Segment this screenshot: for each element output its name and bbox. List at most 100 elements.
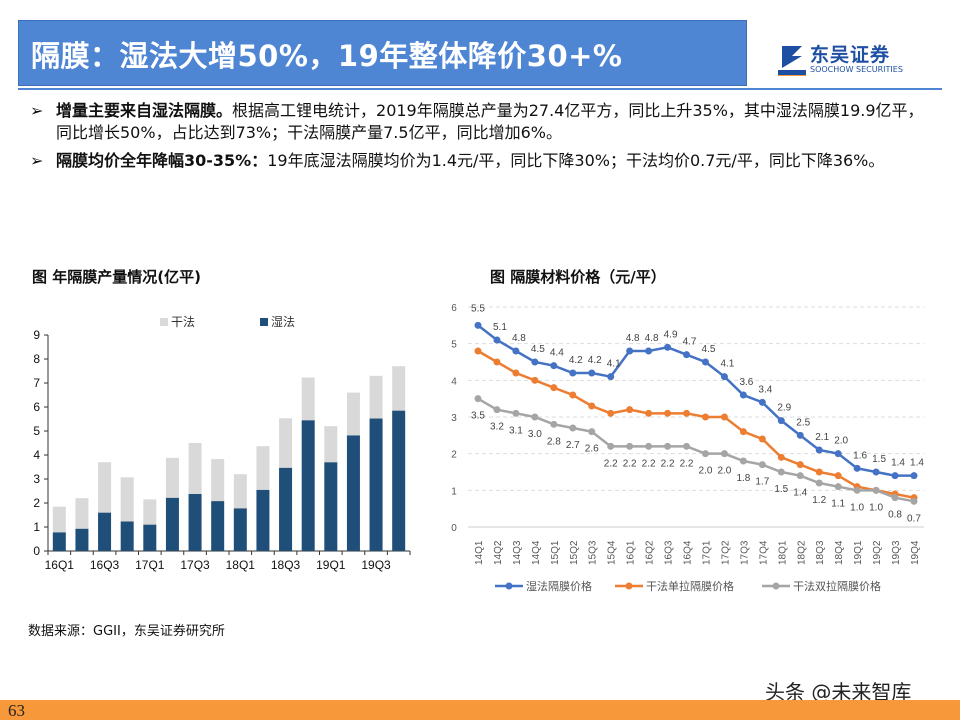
data-label: 4.8 bbox=[626, 333, 640, 344]
title-bar: 隔膜：湿法大增50%，19年整体降价30+% bbox=[18, 20, 747, 86]
line-chart-title: 图 隔膜材料价格（元/平） bbox=[490, 268, 666, 286]
x-tick-label: 19Q1 bbox=[853, 540, 864, 565]
data-label: 4.2 bbox=[569, 355, 583, 366]
y-tick-label: 0 bbox=[451, 523, 457, 534]
y-tick-label: 6 bbox=[33, 400, 40, 414]
data-point bbox=[815, 446, 823, 454]
data-label: 0.8 bbox=[888, 510, 902, 521]
bar-wet bbox=[301, 420, 315, 551]
legend-label: 干法双拉隔膜价格 bbox=[793, 579, 881, 593]
data-label: 4.1 bbox=[607, 359, 621, 370]
bar-dry bbox=[392, 366, 406, 411]
data-point bbox=[550, 362, 558, 370]
data-point bbox=[853, 464, 861, 472]
data-point bbox=[739, 457, 747, 465]
data-label: 4.2 bbox=[588, 355, 602, 366]
data-label: 4.8 bbox=[512, 333, 526, 344]
data-point bbox=[569, 424, 577, 432]
data-point bbox=[645, 409, 653, 417]
y-tick-label: 5 bbox=[33, 424, 40, 438]
data-label: 1.6 bbox=[853, 450, 867, 461]
bar-dry bbox=[143, 499, 157, 525]
data-label: 5.5 bbox=[471, 303, 485, 314]
data-point bbox=[777, 468, 785, 476]
data-point bbox=[531, 376, 539, 384]
data-point bbox=[607, 442, 615, 450]
bar-dry bbox=[52, 506, 66, 533]
y-tick-label: 7 bbox=[33, 376, 40, 390]
data-point bbox=[815, 479, 823, 487]
data-point bbox=[701, 358, 709, 366]
page-number: 63 bbox=[8, 701, 25, 720]
x-tick-label: 18Q4 bbox=[834, 540, 845, 565]
data-label: 1.7 bbox=[755, 477, 769, 488]
legend-label-dry: 干法 bbox=[171, 315, 195, 329]
data-label: 3.2 bbox=[490, 422, 504, 433]
price-line-chart: 0 1 2 3 4 5 6 14Q1 14Q2 14Q3 14Q4 15Q1 15Q2 15Q3 15Q4 1… bbox=[451, 303, 924, 593]
bar-dry bbox=[75, 498, 89, 529]
legend-swatch-dry bbox=[160, 318, 168, 326]
bar-wet bbox=[256, 489, 270, 551]
data-label: 3.4 bbox=[758, 384, 772, 395]
data-point bbox=[664, 409, 672, 417]
data-point bbox=[664, 343, 672, 351]
data-label: 2.8 bbox=[547, 436, 561, 447]
data-point bbox=[834, 483, 842, 491]
data-point bbox=[607, 409, 615, 417]
bar-dry bbox=[165, 457, 179, 498]
data-label: 4.9 bbox=[664, 329, 678, 340]
bullet-item: ➢ 隔膜均价全年降幅30-35%：19年底湿法隔膜均价为1.4元/平，同比下降3… bbox=[30, 150, 930, 172]
data-point bbox=[664, 442, 672, 450]
x-tick-label: 19Q4 bbox=[910, 540, 921, 565]
data-point bbox=[474, 321, 482, 329]
legend-marker bbox=[505, 582, 513, 590]
data-point bbox=[910, 497, 918, 505]
data-point bbox=[777, 453, 785, 461]
x-tick-label: 19Q3 bbox=[361, 558, 391, 572]
legend-marker bbox=[625, 582, 633, 590]
logo-mark-icon bbox=[778, 46, 806, 76]
bar-wet bbox=[346, 435, 360, 551]
data-label: 1.1 bbox=[831, 499, 845, 510]
x-tick-label: 18Q2 bbox=[796, 540, 807, 565]
data-point bbox=[512, 369, 520, 377]
data-point bbox=[891, 494, 899, 502]
x-tick-label: 16Q3 bbox=[664, 540, 675, 565]
data-label: 4.7 bbox=[683, 337, 697, 348]
logo-text: 东吴证券 bbox=[810, 44, 891, 66]
data-point bbox=[588, 402, 596, 410]
x-tick-label: 17Q1 bbox=[701, 540, 712, 565]
x-tick-label: 16Q1 bbox=[45, 558, 75, 572]
arrow-bullet-icon: ➢ bbox=[30, 101, 44, 120]
data-point bbox=[645, 442, 653, 450]
data-label: 2.9 bbox=[777, 403, 791, 414]
data-label: 4.8 bbox=[645, 333, 659, 344]
footer-bar: 63 bbox=[0, 700, 960, 720]
data-point bbox=[531, 413, 539, 421]
bullet-text: 19年底湿法隔膜均价为1.4元/平，同比下降30%；干法均价0.7元/平，同比下… bbox=[267, 151, 885, 170]
data-point bbox=[531, 358, 539, 366]
data-label: 4.5 bbox=[531, 344, 545, 355]
data-point bbox=[683, 442, 691, 450]
data-point bbox=[910, 472, 918, 480]
data-label: 2.0 bbox=[717, 466, 731, 477]
bar-dry bbox=[233, 474, 247, 509]
bar-wet bbox=[211, 501, 225, 551]
x-tick-label: 17Q3 bbox=[739, 540, 750, 565]
bar-dry bbox=[188, 443, 202, 494]
x-tick-label: 17Q2 bbox=[720, 540, 731, 565]
data-point bbox=[493, 406, 501, 414]
bullet-heading: 隔膜均价全年降幅30-35%： bbox=[56, 151, 268, 170]
bar-wet bbox=[120, 521, 134, 551]
data-label: 3.6 bbox=[739, 377, 753, 388]
x-tick-label: 15Q4 bbox=[607, 540, 618, 565]
data-label: 4.5 bbox=[702, 344, 716, 355]
bar-wet bbox=[188, 493, 202, 551]
data-label: 1.4 bbox=[910, 458, 924, 469]
bar-wet bbox=[324, 462, 338, 551]
data-label: 1.5 bbox=[872, 454, 886, 465]
data-point bbox=[720, 450, 728, 458]
x-tick-label: 19Q2 bbox=[872, 540, 883, 565]
data-label: 3.0 bbox=[528, 429, 542, 440]
data-point bbox=[550, 384, 558, 392]
